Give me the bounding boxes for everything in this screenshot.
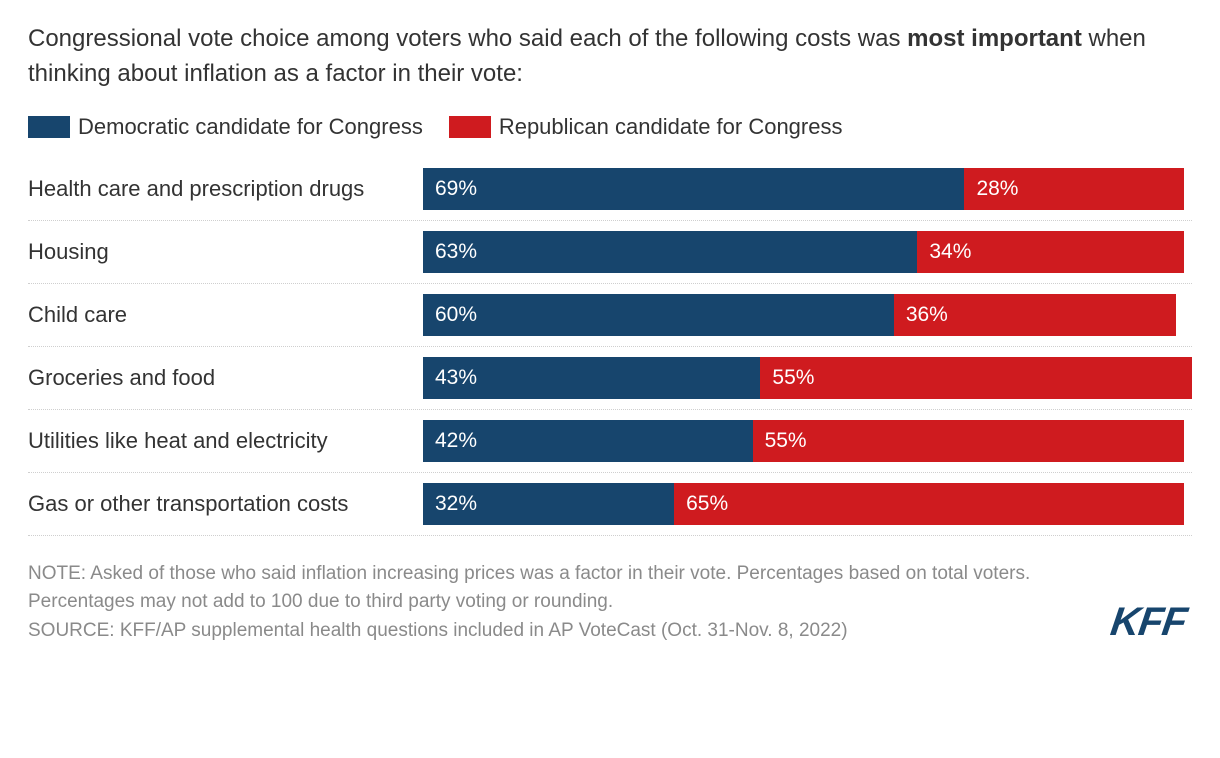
bar-area: 60%36%: [423, 294, 1192, 336]
legend-swatch-dem: [28, 116, 70, 138]
row-label: Gas or other transportation costs: [28, 491, 423, 517]
chart-row: Gas or other transportation costs32%65%: [28, 473, 1192, 536]
row-label: Child care: [28, 302, 423, 328]
bar-segment-dem: 63%: [423, 231, 917, 273]
title-prefix: Congressional vote choice among voters w…: [28, 25, 907, 52]
bar-segment-rep: 65%: [674, 483, 1184, 525]
bar-chart: Health care and prescription drugs69%28%…: [28, 158, 1192, 536]
notes: NOTE: Asked of those who said inflation …: [28, 560, 1038, 646]
legend-label-rep: Republican candidate for Congress: [499, 114, 843, 140]
bar-segment-rep: 28%: [964, 168, 1184, 210]
legend-item-rep: Republican candidate for Congress: [449, 114, 843, 140]
chart-row: Health care and prescription drugs69%28%: [28, 158, 1192, 221]
row-label: Utilities like heat and electricity: [28, 428, 423, 454]
legend-label-dem: Democratic candidate for Congress: [78, 114, 423, 140]
bar-segment-rep: 34%: [917, 231, 1184, 273]
row-label: Groceries and food: [28, 365, 423, 391]
chart-row: Housing63%34%: [28, 221, 1192, 284]
bar-area: 32%65%: [423, 483, 1192, 525]
legend-item-dem: Democratic candidate for Congress: [28, 114, 423, 140]
bar-segment-dem: 69%: [423, 168, 964, 210]
bar-segment-dem: 32%: [423, 483, 674, 525]
chart-row: Utilities like heat and electricity42%55…: [28, 410, 1192, 473]
chart-title: Congressional vote choice among voters w…: [28, 22, 1192, 92]
bar-area: 63%34%: [423, 231, 1192, 273]
bar-area: 69%28%: [423, 168, 1192, 210]
bar-area: 42%55%: [423, 420, 1192, 462]
source-line: SOURCE: KFF/AP supplemental health quest…: [28, 617, 1038, 646]
title-bold: most important: [907, 25, 1082, 52]
note-line: NOTE: Asked of those who said inflation …: [28, 560, 1038, 617]
kff-logo: KFF: [1108, 600, 1195, 645]
row-label: Housing: [28, 239, 423, 265]
legend-swatch-rep: [449, 116, 491, 138]
bar-segment-rep: 36%: [894, 294, 1176, 336]
bar-area: 43%55%: [423, 357, 1192, 399]
chart-row: Child care60%36%: [28, 284, 1192, 347]
bar-segment-rep: 55%: [760, 357, 1192, 399]
legend: Democratic candidate for Congress Republ…: [28, 114, 1192, 140]
bar-segment-rep: 55%: [753, 420, 1185, 462]
footer: NOTE: Asked of those who said inflation …: [28, 560, 1192, 646]
bar-segment-dem: 42%: [423, 420, 753, 462]
row-label: Health care and prescription drugs: [28, 176, 423, 202]
bar-segment-dem: 60%: [423, 294, 894, 336]
bar-segment-dem: 43%: [423, 357, 760, 399]
chart-row: Groceries and food43%55%: [28, 347, 1192, 410]
